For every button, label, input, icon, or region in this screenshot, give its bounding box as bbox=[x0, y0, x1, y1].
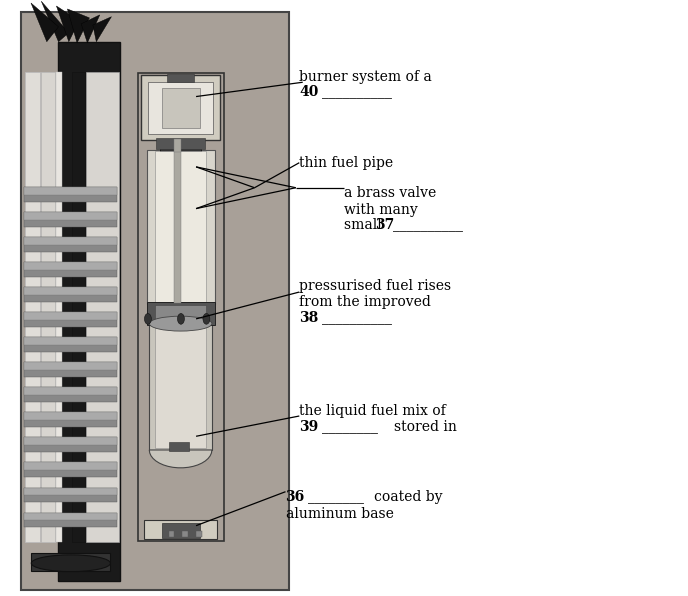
Text: coated by: coated by bbox=[374, 490, 442, 504]
Bar bbox=[182, 531, 188, 537]
Bar bbox=[25, 72, 40, 542]
Text: stored in: stored in bbox=[394, 420, 456, 433]
Polygon shape bbox=[67, 9, 89, 43]
Bar bbox=[24, 337, 117, 352]
Bar bbox=[24, 488, 117, 495]
Bar bbox=[162, 523, 200, 538]
Bar bbox=[24, 287, 117, 295]
Bar bbox=[24, 412, 117, 420]
Text: small: small bbox=[344, 218, 386, 232]
Bar bbox=[24, 387, 117, 395]
Text: 38: 38 bbox=[299, 311, 319, 325]
Bar bbox=[24, 513, 117, 527]
Bar bbox=[24, 237, 117, 252]
Bar bbox=[156, 138, 205, 149]
Bar bbox=[155, 305, 206, 323]
Text: __________: __________ bbox=[322, 311, 392, 325]
Bar bbox=[167, 74, 194, 82]
Bar bbox=[24, 187, 117, 202]
Text: 36: 36 bbox=[286, 490, 305, 504]
Bar bbox=[56, 72, 62, 542]
Bar bbox=[24, 513, 117, 520]
Text: __________: __________ bbox=[393, 218, 463, 232]
Bar bbox=[155, 151, 206, 303]
Bar bbox=[148, 82, 213, 134]
Bar bbox=[24, 488, 117, 502]
Bar bbox=[147, 302, 215, 325]
Bar bbox=[24, 212, 117, 220]
Bar bbox=[24, 437, 117, 445]
Ellipse shape bbox=[203, 313, 210, 324]
Bar bbox=[169, 442, 189, 451]
Bar bbox=[24, 362, 117, 377]
Bar bbox=[149, 324, 212, 450]
Bar bbox=[41, 72, 55, 542]
Text: __________: __________ bbox=[322, 85, 392, 98]
Ellipse shape bbox=[31, 555, 110, 572]
Ellipse shape bbox=[178, 313, 184, 324]
Text: 40: 40 bbox=[299, 85, 319, 98]
Polygon shape bbox=[149, 450, 212, 468]
Bar bbox=[24, 312, 117, 320]
Text: a brass valve: a brass valve bbox=[344, 186, 436, 200]
Bar bbox=[72, 72, 85, 542]
Text: ________: ________ bbox=[308, 490, 364, 504]
Text: with many: with many bbox=[344, 203, 418, 216]
Bar bbox=[138, 73, 224, 541]
Polygon shape bbox=[41, 1, 69, 42]
Bar bbox=[147, 150, 215, 304]
Bar bbox=[24, 237, 117, 245]
Bar bbox=[24, 312, 117, 327]
Text: burner system of a: burner system of a bbox=[299, 70, 432, 84]
Bar bbox=[24, 462, 117, 477]
Ellipse shape bbox=[149, 316, 212, 331]
Bar bbox=[21, 12, 289, 590]
Text: thin fuel pipe: thin fuel pipe bbox=[299, 156, 394, 170]
Bar bbox=[86, 72, 119, 542]
Bar bbox=[24, 387, 117, 402]
Bar bbox=[155, 325, 206, 448]
Text: pressurised fuel rises: pressurised fuel rises bbox=[299, 279, 451, 293]
Text: 39: 39 bbox=[299, 420, 319, 433]
Polygon shape bbox=[56, 6, 79, 42]
Bar bbox=[162, 88, 200, 128]
Bar bbox=[196, 531, 202, 537]
Polygon shape bbox=[93, 17, 111, 42]
Bar bbox=[174, 151, 181, 303]
Bar bbox=[24, 337, 117, 345]
Bar bbox=[24, 437, 117, 452]
Bar bbox=[160, 139, 201, 152]
Bar bbox=[31, 553, 110, 571]
Bar bbox=[174, 139, 181, 152]
Bar bbox=[24, 262, 117, 277]
Bar bbox=[24, 462, 117, 470]
Bar bbox=[24, 412, 117, 427]
Bar bbox=[24, 212, 117, 227]
Bar bbox=[58, 42, 120, 581]
Bar bbox=[24, 362, 117, 370]
Bar bbox=[24, 287, 117, 302]
Bar bbox=[144, 520, 217, 539]
Ellipse shape bbox=[144, 313, 151, 324]
Text: 37: 37 bbox=[375, 218, 394, 232]
Text: the liquid fuel mix of: the liquid fuel mix of bbox=[299, 404, 446, 418]
Text: ________: ________ bbox=[322, 420, 378, 433]
Polygon shape bbox=[81, 15, 100, 43]
Text: from the improved: from the improved bbox=[299, 295, 431, 309]
Text: aluminum base: aluminum base bbox=[286, 507, 394, 520]
Bar bbox=[169, 531, 174, 537]
Bar bbox=[141, 74, 220, 140]
Polygon shape bbox=[31, 3, 58, 42]
Bar bbox=[24, 187, 117, 195]
Bar bbox=[24, 262, 117, 270]
